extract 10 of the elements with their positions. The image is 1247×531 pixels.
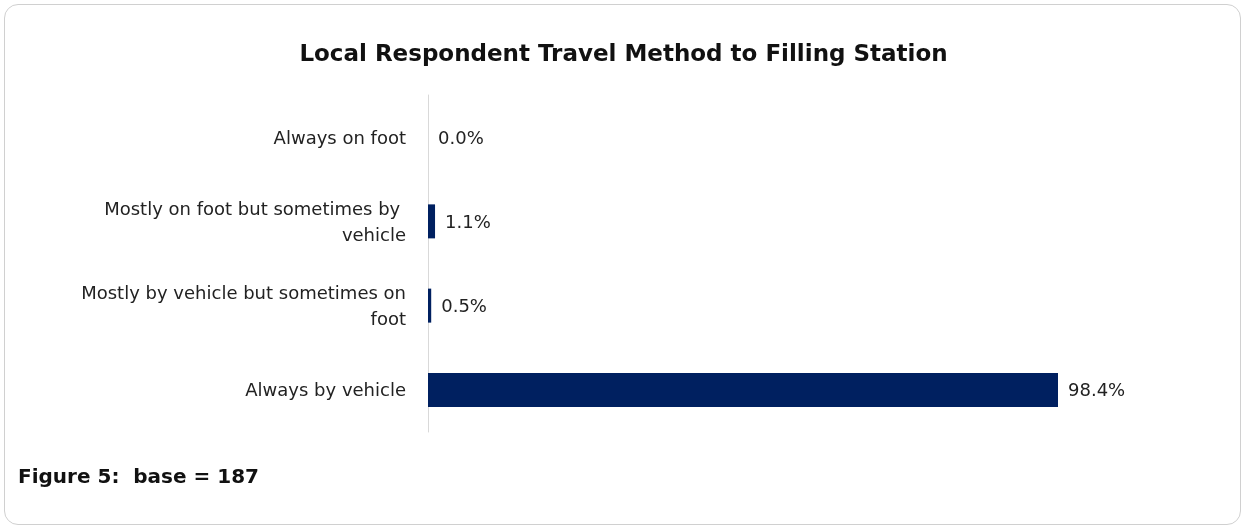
y-tick-label: Always on foot [273, 126, 406, 148]
caption: Figure 5: base = 187 [18, 464, 260, 488]
data-label: 0.0% [438, 126, 484, 148]
y-tick-label: Mostly by vehicle but sometimes on foot [81, 282, 406, 330]
data-label: 1.1% [445, 210, 491, 232]
y-tick-label: Always by vehicle [245, 379, 406, 401]
data-label: 0.5% [441, 295, 487, 317]
y-tick-label: Mostly on foot but sometimes by vehicle [104, 197, 406, 245]
chart-title: Local Respondent Travel Method to Filling Station [299, 39, 948, 66]
data-label: 98.4% [1068, 379, 1126, 401]
